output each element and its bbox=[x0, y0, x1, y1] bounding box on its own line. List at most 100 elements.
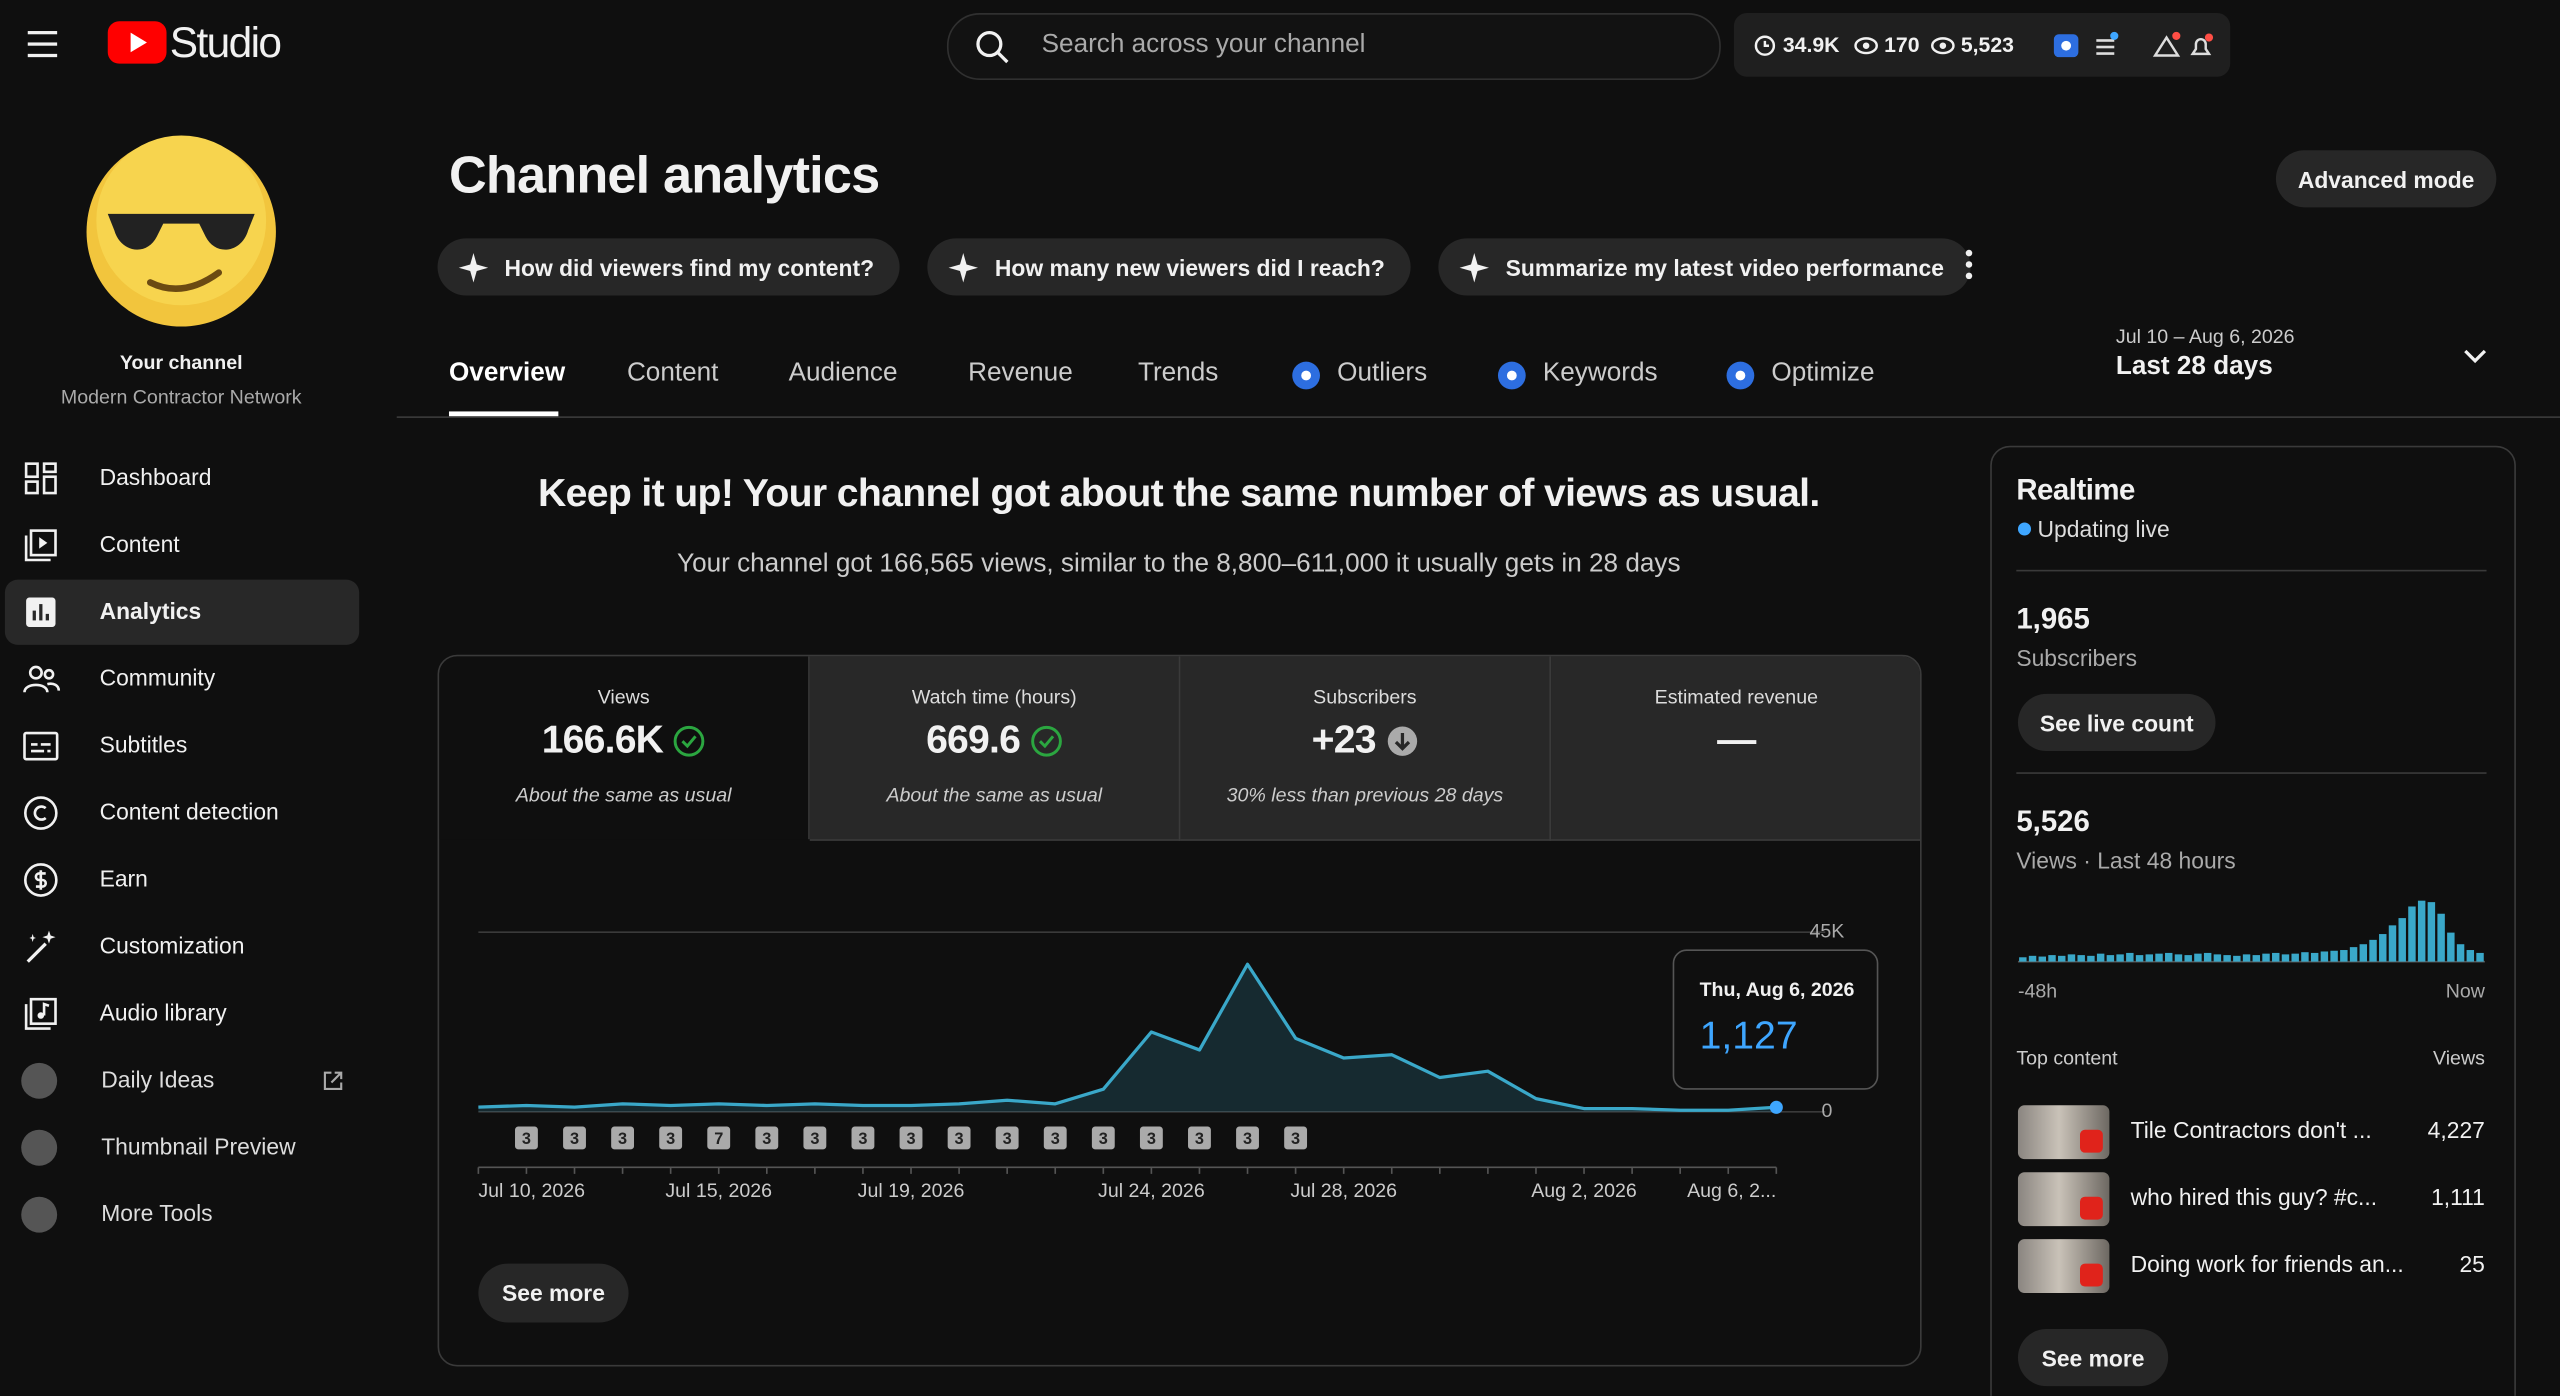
nav-icon-svg bbox=[26, 930, 56, 963]
nav-icon bbox=[21, 727, 60, 766]
nav-icon-svg bbox=[24, 462, 57, 495]
nav-item[interactable]: More Tools bbox=[101, 1200, 213, 1227]
thumbnail[interactable] bbox=[2017, 1239, 2110, 1294]
top-content-title[interactable]: Doing work for friends an... bbox=[2130, 1250, 2404, 1277]
top-content-views: 1,111 bbox=[2431, 1183, 2485, 1210]
nav-icon bbox=[21, 459, 60, 498]
thumbnail-badge bbox=[2080, 1263, 2103, 1287]
metric-label: Watch time (hours) bbox=[911, 685, 1077, 709]
extension-icon bbox=[21, 1129, 58, 1166]
prompt-text: How did viewers find my content? bbox=[504, 253, 875, 280]
nav-icon-svg bbox=[23, 863, 58, 897]
nav-item[interactable]: Daily Ideas bbox=[101, 1066, 215, 1093]
nav-icon bbox=[21, 660, 61, 699]
realtime-subscribers: 1,965 bbox=[2016, 602, 2090, 636]
nav-icon bbox=[21, 793, 60, 832]
nav-item[interactable]: Analytics bbox=[99, 597, 202, 624]
tab[interactable]: Optimize bbox=[1771, 359, 1875, 387]
realtime-views: 5,526 bbox=[2016, 804, 2090, 838]
prompt-chip[interactable]: Summarize my latest video performance bbox=[1438, 238, 1971, 296]
eye-icon bbox=[1931, 37, 1955, 55]
nav-item[interactable]: Content detection bbox=[99, 798, 279, 825]
metric-tab[interactable]: Views 166.6K About the same as usual bbox=[439, 656, 810, 840]
metric-note: About the same as usual bbox=[515, 783, 732, 807]
stat-views: 170 bbox=[1884, 32, 1920, 58]
divider bbox=[2016, 569, 2487, 572]
live-count-button[interactable]: See live count bbox=[2017, 693, 2216, 752]
nav-icon-svg bbox=[24, 529, 57, 562]
nav-item[interactable]: Customization bbox=[99, 932, 245, 959]
top-content-title[interactable]: Tile Contractors don't ... bbox=[2130, 1116, 2372, 1143]
toolbar-icons[interactable] bbox=[2052, 31, 2215, 60]
nav-icon-svg bbox=[24, 997, 57, 1030]
see-more-button[interactable]: See more bbox=[478, 1263, 629, 1323]
more-icon[interactable] bbox=[1959, 248, 1979, 281]
search-box[interactable]: Search across your channel bbox=[946, 13, 1721, 80]
tabs-divider bbox=[396, 416, 2560, 418]
nav-item[interactable]: Earn bbox=[99, 865, 148, 892]
external-link-icon-svg bbox=[323, 1071, 343, 1091]
date-range[interactable]: Jul 10 – Aug 6, 2026 bbox=[2115, 324, 2295, 348]
tab[interactable]: Audience bbox=[788, 359, 898, 387]
metric-value: +23 bbox=[1311, 718, 1377, 763]
views-label: Views · Last 48 hours bbox=[2016, 847, 2236, 874]
nav-item[interactable]: Thumbnail Preview bbox=[101, 1133, 296, 1160]
status-down-icon bbox=[1387, 726, 1417, 756]
nav-item[interactable]: Subtitles bbox=[99, 731, 188, 758]
advanced-mode-button[interactable]: Advanced mode bbox=[2275, 150, 2497, 208]
nav-item[interactable]: Audio library bbox=[99, 999, 227, 1026]
sparkle-icon bbox=[458, 252, 489, 282]
channel-avatar[interactable] bbox=[85, 135, 278, 329]
top-content-views: 25 bbox=[2459, 1250, 2485, 1277]
dropdown-icon[interactable] bbox=[2460, 346, 2489, 369]
logo-text[interactable]: Studio bbox=[169, 17, 282, 67]
prompt-chip[interactable]: How many new viewers did I reach? bbox=[927, 238, 1411, 296]
overview-card: Views 166.6K About the same as usual Watch … bbox=[437, 654, 1922, 1367]
spark-start: -48h bbox=[2017, 979, 2058, 1003]
metric-tab[interactable]: Estimated revenue — bbox=[1551, 656, 1920, 841]
top-content-views-label: Views bbox=[2432, 1046, 2485, 1070]
nav-icon bbox=[21, 526, 60, 565]
date-period[interactable]: Last 28 days bbox=[2115, 352, 2273, 381]
divider bbox=[2016, 772, 2487, 774]
nav-item[interactable]: Content bbox=[99, 530, 180, 557]
top-content-title[interactable]: who hired this guy? #c... bbox=[2130, 1183, 2378, 1210]
stat-watch: 34.9K bbox=[1782, 32, 1840, 58]
thumbnail[interactable] bbox=[2017, 1105, 2110, 1160]
status-ok-icon bbox=[673, 725, 705, 757]
nav-item[interactable]: Community bbox=[99, 664, 216, 691]
metric-note: 30% less than previous 28 days bbox=[1226, 783, 1504, 807]
tab-underline bbox=[448, 411, 559, 417]
tab[interactable]: Outliers bbox=[1337, 359, 1428, 387]
tab[interactable]: Keywords bbox=[1542, 359, 1658, 387]
summary-headline: Keep it up! Your channel got about the s… bbox=[537, 471, 1820, 516]
tab[interactable]: Overview bbox=[448, 359, 566, 387]
eye-icon bbox=[1854, 37, 1878, 55]
channel-label: Your channel bbox=[119, 351, 243, 374]
prompt-chip[interactable]: How did viewers find my content? bbox=[437, 238, 901, 296]
channel-name: Modern Contractor Network bbox=[60, 385, 302, 409]
metric-tab[interactable]: Watch time (hours) 669.6 About the same as… bbox=[809, 656, 1181, 841]
sparkle-icon bbox=[1459, 252, 1490, 282]
stat-realtime: 5,523 bbox=[1960, 32, 2014, 58]
tab[interactable]: Trends bbox=[1137, 359, 1219, 387]
top-content-views: 4,227 bbox=[2427, 1116, 2485, 1143]
tab[interactable]: Revenue bbox=[968, 359, 1073, 387]
metric-value-row: +23 bbox=[1180, 718, 1549, 764]
extension-icon bbox=[21, 1062, 58, 1099]
page-title: Channel analytics bbox=[448, 145, 880, 205]
metric-value-row: 166.6K bbox=[439, 718, 808, 764]
metric-label: Subscribers bbox=[1313, 685, 1417, 709]
menu-icon[interactable] bbox=[24, 28, 63, 61]
realtime-see-more[interactable]: See more bbox=[2017, 1328, 2169, 1387]
nav-item[interactable]: Dashboard bbox=[99, 463, 212, 490]
thumbnail[interactable] bbox=[2017, 1172, 2110, 1227]
nav-icon-svg bbox=[23, 796, 58, 830]
metric-value-row: 669.6 bbox=[810, 718, 1179, 764]
metric-tab[interactable]: Subscribers +23 30% less than previous 28 … bbox=[1180, 656, 1552, 841]
metric-value-row: — bbox=[1551, 718, 1920, 764]
tab-icon bbox=[1726, 361, 1755, 390]
tab[interactable]: Content bbox=[626, 359, 719, 387]
logo-icon[interactable] bbox=[106, 20, 168, 66]
